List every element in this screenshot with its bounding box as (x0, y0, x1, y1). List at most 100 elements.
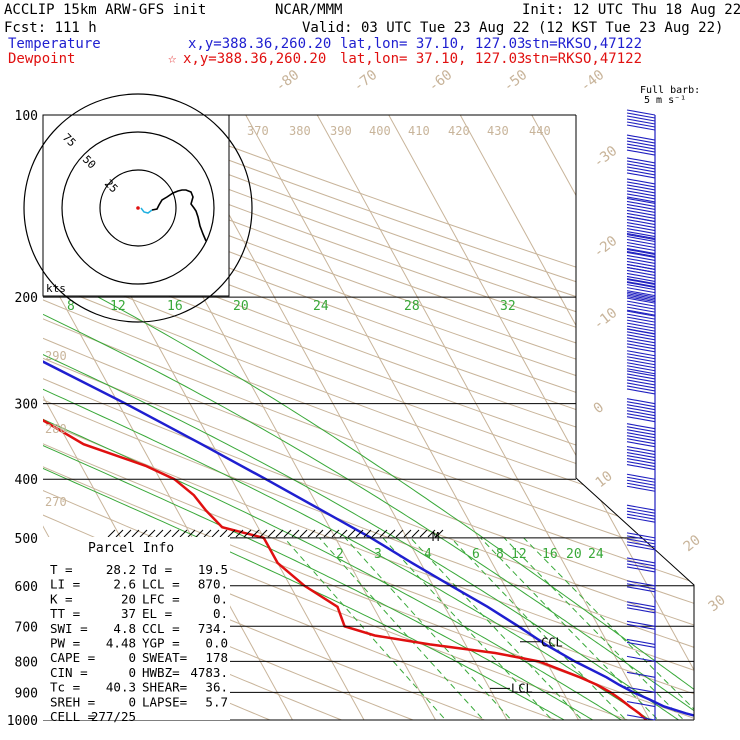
wind-barb-flag (626, 504, 656, 511)
wind-barb-flag (626, 340, 656, 347)
wind-barb-flag (626, 157, 656, 164)
wind-barb-flag (626, 370, 656, 377)
dry-adiabat-360 (43, 115, 694, 720)
parcel-value: 20 (121, 591, 136, 606)
wind-barb-flag (626, 166, 656, 173)
wind-barb-flag (626, 232, 656, 240)
wind-barb (626, 109, 656, 131)
wind-barb (626, 714, 656, 721)
wind-barb-flag (626, 134, 656, 141)
hatch-mark (387, 529, 396, 538)
hatch-mark (147, 529, 156, 538)
wind-barb-flag (626, 432, 656, 439)
theta-label-400-3: 400 (369, 124, 391, 138)
wind-barb-flag (626, 319, 656, 326)
theta-label-420-5: 420 (448, 124, 470, 138)
wind-barb-flag (626, 143, 656, 150)
mixing-ratio-label-3-1: 3 (374, 547, 382, 562)
hatch-mark (395, 529, 404, 538)
hatch-mark (243, 529, 252, 538)
hatch-mark (131, 529, 140, 538)
theta-label-410-4: 410 (408, 124, 430, 138)
mixing-ratio-label-6-3: 6 (472, 547, 480, 562)
theta-label-440-7: 440 (529, 124, 551, 138)
wind-barb-flag (626, 388, 656, 395)
dry-adiabat-450 (43, 115, 694, 720)
dewpoint-latlon: lat,lon= 37.10, 127.03 (340, 51, 525, 67)
dewpoint-marker-icon: ☆ (168, 51, 177, 67)
parcel-key: SHEAR= (142, 680, 187, 695)
wind-barb-flag (626, 580, 656, 587)
parcel-info-panel: Parcel Info T = 28.2 Td = 19.5 LI = 2.6 LCL = 8… (43, 537, 230, 724)
mixing-ratio-label-12-5: 12 (511, 547, 527, 562)
wind-barb-flag (626, 241, 656, 249)
wind-barb-flag (626, 200, 656, 207)
hatch-mark (267, 529, 276, 538)
dry-adiabat-310 (43, 115, 694, 720)
wind-barb-flag (626, 140, 656, 147)
wind-barb-flag (626, 385, 656, 392)
wind-barb-flag (626, 346, 656, 353)
hatch-mark (371, 529, 380, 538)
isotherm-50 (531, 115, 694, 720)
wind-barb-flag (626, 257, 656, 264)
dry-adiabat-390 (43, 115, 694, 720)
wind-barb-flag (626, 281, 656, 288)
hatch-mark (235, 529, 244, 538)
parcel-row: CIN = 0 HWBZ= 4783. (50, 665, 228, 680)
wind-barb-flag (626, 121, 656, 128)
wind-barb-flag (626, 197, 656, 204)
moist-adiabat-label-24: 24 (313, 299, 329, 314)
hatch-mark (299, 529, 308, 538)
wind-barb-flag (626, 373, 656, 380)
wind-barb-flag (626, 407, 656, 414)
hatch-mark (419, 529, 428, 538)
wind-barb-flag (626, 438, 656, 445)
mixing-ratio-3 (319, 537, 496, 720)
theta-label-290-8: 290 (45, 349, 67, 363)
wind-barb (626, 291, 656, 316)
wind-barb-flag (626, 557, 656, 564)
wind-barb-flag (626, 247, 656, 255)
wind-barb-flag (626, 416, 656, 423)
wind-barb-flag (626, 291, 656, 298)
barb-key-line2: 5 m s⁻¹ (644, 95, 686, 106)
wind-barb-flag (626, 507, 656, 514)
isotherm--30 (43, 115, 300, 720)
wind-barb-flag (626, 281, 656, 288)
isotherm-label--20: -20 (591, 233, 621, 261)
parcel-value: 0.0 (205, 636, 228, 651)
hatch-mark (411, 529, 420, 538)
moist-adiabat-label-32: 32 (500, 299, 516, 314)
wind-barb-flag (626, 516, 656, 523)
hatch-mark (155, 529, 164, 538)
mixing-ratio-2 (283, 537, 458, 720)
parcel-key: K = (50, 591, 73, 606)
wind-barb-flag (626, 538, 656, 545)
parcel-info-background (43, 537, 230, 720)
wind-barb-flag (626, 532, 656, 539)
parcel-key: T = (50, 562, 73, 577)
wind-barb-flag (626, 485, 656, 492)
wind-barb-flag (626, 263, 656, 270)
wind-barb-flag (626, 620, 656, 627)
wind-barb-flag (626, 410, 656, 417)
mixing-ratio-label-8-4: 8 (496, 547, 504, 562)
isotherm-label--10: -10 (591, 305, 621, 333)
wind-barb-flag (626, 583, 656, 590)
parcel-row: LI = 2.6 LCL = 870. (50, 577, 228, 592)
hodograph-unit-label: kts (46, 282, 66, 295)
parcel-value: 36. (205, 680, 228, 695)
parcel-key: LFC = (142, 591, 180, 606)
parcel-value: 4.8 (113, 621, 136, 636)
hatch-mark (163, 529, 172, 538)
wind-barb-flag (626, 638, 656, 645)
wind-barb-flag (626, 350, 656, 357)
temperature-legend: Temperature (8, 36, 101, 52)
wind-barb-flag (626, 429, 656, 436)
wind-barb-flag (626, 458, 656, 465)
wind-barb (626, 398, 656, 423)
pressure-label-800: 800 (15, 655, 38, 670)
hatch-mark (307, 529, 316, 538)
parcel-row: CELL =277/25 (50, 709, 136, 724)
